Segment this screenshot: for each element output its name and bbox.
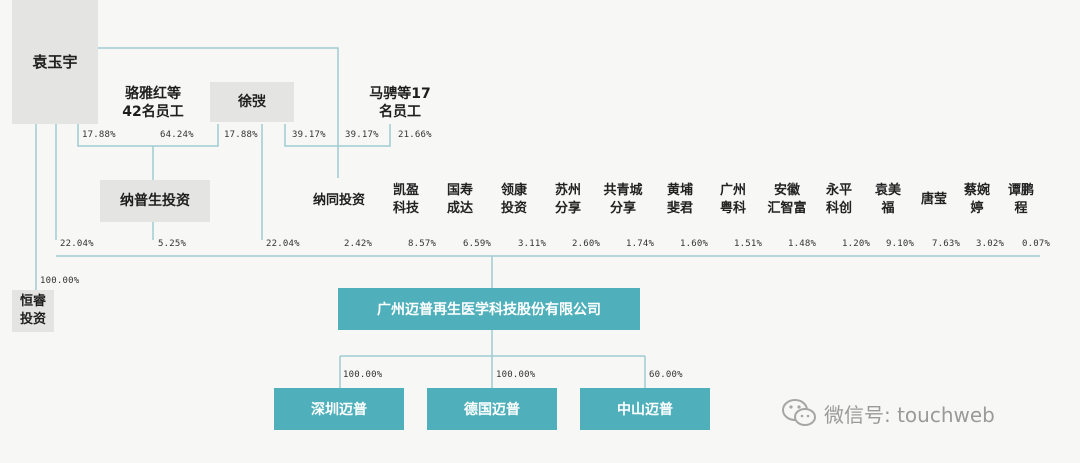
holding-pct: 7.63%	[932, 239, 961, 249]
natong-investment: 纳同投资	[312, 193, 365, 208]
company-box: 广州迈普再生医学科技股份有限公司	[338, 288, 640, 330]
subsidiary-germany: 德国迈普	[427, 388, 557, 430]
subsidiary-shenzhen: 深圳迈普	[274, 388, 404, 430]
shareholder-cai-wanting: 蔡婉 婷	[963, 183, 990, 216]
holding-pct: 1.48%	[788, 239, 817, 249]
shareholder-huangpu-feijun: 黄埔 斐君	[666, 183, 693, 216]
shareholder-anhui-huizhifu: 安徽 汇智富	[767, 183, 807, 216]
holding-pct: 5.25%	[158, 239, 187, 249]
pct-xu-to-napusheng: 17.88%	[224, 130, 258, 140]
holding-pct: 0.07%	[1022, 239, 1051, 249]
subsidiary-pct: 60.00%	[649, 370, 683, 380]
subsidiary-zhongshan: 中山迈普	[580, 388, 710, 430]
shareholder-lingkang-investment: 领康 投资	[500, 183, 527, 216]
shareholder-tan-pengcheng: 谭鹏 程	[1007, 183, 1034, 216]
pct-luo-to-napusheng: 17.88%	[82, 130, 116, 140]
shareholder-gongqingcheng-fenxiang: 共青城 分享	[603, 183, 643, 216]
shareholder-xu-bo: 徐弢	[210, 82, 294, 122]
subsidiary-pct: 100.00%	[343, 370, 383, 380]
holding-pct: 1.60%	[680, 239, 709, 249]
holding-pct: 8.57%	[408, 239, 437, 249]
hengrui-investment: 恒睿 投资	[12, 290, 54, 332]
holding-pct: 22.04%	[266, 239, 300, 249]
holding-pct: 1.74%	[626, 239, 655, 249]
shareholder-kaiying-tech: 凯盈 科技	[392, 183, 419, 216]
shareholder-suzhou-fenxiang: 苏州 分享	[554, 183, 581, 216]
shareholder-yuan-yuyu: 袁玉宇	[12, 0, 98, 124]
pct-hengrui: 100.00%	[40, 276, 80, 286]
holding-pct: 3.02%	[976, 239, 1005, 249]
shareholder-guangzhou-yueke: 广州 粤科	[719, 183, 746, 216]
holding-pct: 2.42%	[344, 239, 373, 249]
shareholder-ma-pin-employees: 马骋等17 名员工	[369, 86, 431, 120]
holding-pct: 3.11%	[518, 239, 547, 249]
holding-pct: 1.51%	[734, 239, 763, 249]
shareholder-tang-ying: 唐莹	[920, 192, 947, 207]
wechat-icon	[782, 399, 816, 426]
holding-pct: 1.20%	[842, 239, 871, 249]
napusheng-investment: 纳普生投资	[100, 180, 210, 222]
shareholder-guoshou-chengda: 国寿 成达	[446, 183, 473, 216]
holding-pct: 22.04%	[60, 239, 94, 249]
subsidiary-pct: 100.00%	[496, 370, 536, 380]
watermark-text: 微信号: touchweb	[824, 402, 995, 427]
holding-pct: 9.10%	[886, 239, 915, 249]
pct-ma-to-natong-b: 39.17%	[345, 130, 379, 140]
holding-pct: 6.59%	[463, 239, 492, 249]
shareholder-yongping-kechuang: 永平 科创	[825, 183, 852, 216]
shareholder-yuan-meifu: 袁美 福	[874, 183, 901, 216]
pct-napusheng-luo: 64.24%	[160, 130, 194, 140]
pct-natong-other: 21.66%	[398, 130, 432, 140]
shareholder-luo-yahong-employees: 骆雅红等 42名员工	[122, 86, 184, 120]
pct-ma-to-natong-a: 39.17%	[292, 130, 326, 140]
holding-pct: 2.60%	[572, 239, 601, 249]
wechat-watermark: 微信号: touchweb	[780, 396, 995, 430]
